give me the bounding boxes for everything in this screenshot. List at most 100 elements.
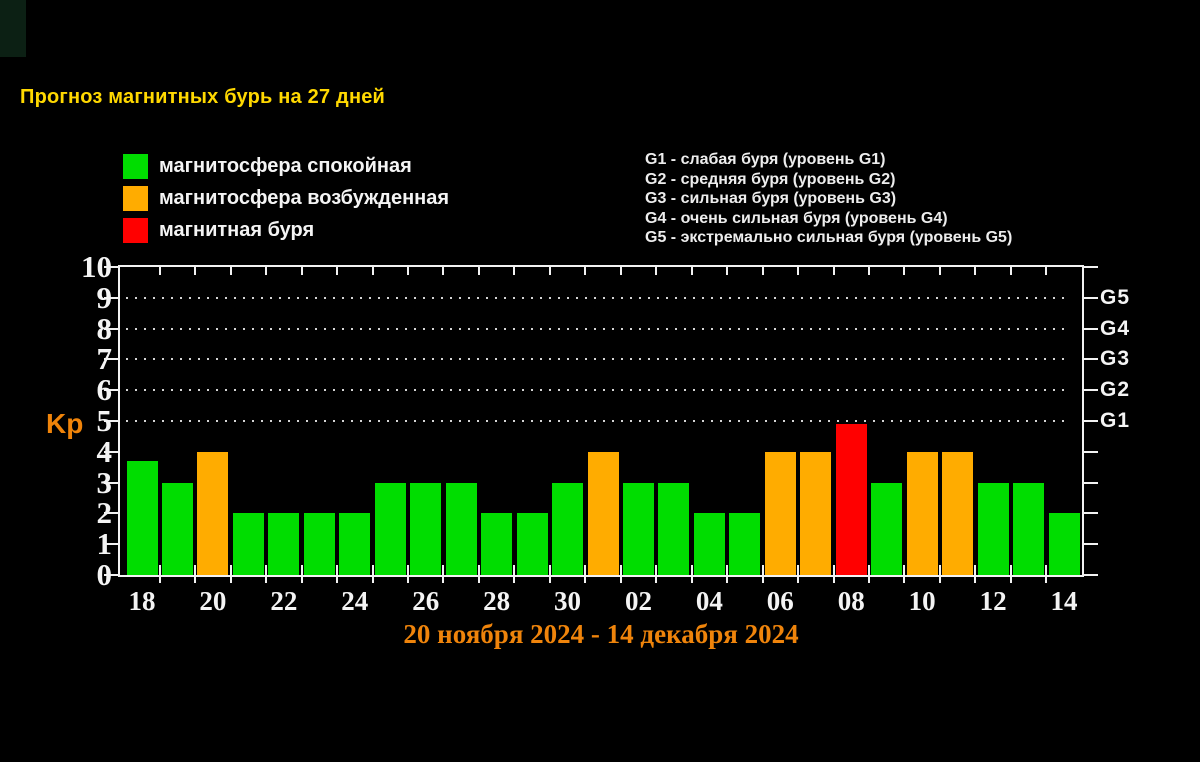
storm-scale-line: G1 - слабая буря (уровень G1) xyxy=(645,151,886,168)
x-tick-top xyxy=(1009,267,1012,275)
y-tick-right-7 xyxy=(1082,358,1098,361)
bar-day-24 xyxy=(339,513,371,575)
legend-swatch-storm xyxy=(123,218,148,243)
right-axis-label-G2: G2 xyxy=(1100,378,1131,402)
right-axis-label-G1: G1 xyxy=(1100,409,1131,432)
x-tick-bottom xyxy=(442,565,445,583)
bar-day-10 xyxy=(906,451,938,575)
x-tick-bottom xyxy=(974,565,977,583)
x-tick-bottom xyxy=(336,565,339,583)
x-tick-bottom xyxy=(1009,565,1012,583)
y-tick-left-2 xyxy=(104,512,120,515)
x-tick-bottom xyxy=(513,565,516,583)
x-tick-bottom xyxy=(1045,565,1048,583)
bar-day-07 xyxy=(800,451,832,575)
legend-swatch-quiet xyxy=(123,154,148,179)
y-tick-left-5 xyxy=(104,420,120,422)
x-tick-bottom xyxy=(406,565,409,583)
x-axis-label-14: 14 xyxy=(1050,586,1078,616)
x-tick-bottom xyxy=(832,565,835,583)
x-tick-bottom xyxy=(938,565,941,583)
x-tick-top xyxy=(336,267,339,275)
legend-item-label: магнитосфера возбужденная xyxy=(159,187,450,209)
legend-item: магнитная буря xyxy=(123,218,449,243)
x-tick-top xyxy=(761,267,764,275)
x-tick-top xyxy=(690,267,693,275)
bar-day-20 xyxy=(197,451,229,575)
y-axis-label-7: 7 xyxy=(96,341,113,377)
x-tick-top xyxy=(867,267,870,275)
bar-day-11 xyxy=(942,451,974,575)
y-axis-label-10: 10 xyxy=(81,249,112,284)
x-tick-top xyxy=(548,267,551,275)
bar-day-06 xyxy=(764,451,796,575)
bar-day-22 xyxy=(268,513,300,575)
x-tick-bottom xyxy=(371,565,374,583)
x-tick-bottom xyxy=(655,565,658,583)
y-tick-left-7 xyxy=(104,358,120,361)
y-axis-label-4: 4 xyxy=(96,433,113,469)
x-tick-top xyxy=(797,267,800,275)
x-tick-bottom xyxy=(867,565,870,583)
gridline-kp5 xyxy=(126,420,1066,422)
y-tick-left-4 xyxy=(104,450,120,453)
x-axis-label-28: 28 xyxy=(483,586,511,616)
x-tick-top xyxy=(726,267,729,275)
y-tick-right-2 xyxy=(1082,512,1098,515)
gridline-kp9 xyxy=(126,296,1066,299)
x-tick-top xyxy=(194,267,197,275)
y-tick-left-0 xyxy=(104,574,120,576)
gridline-kp7 xyxy=(126,358,1066,361)
y-axis-label-0: 0 xyxy=(96,557,113,592)
y-tick-right-6 xyxy=(1082,389,1098,392)
x-tick-top xyxy=(442,267,445,275)
x-tick-bottom xyxy=(903,565,906,583)
y-tick-left-8 xyxy=(104,327,120,330)
bar-day-26 xyxy=(410,482,442,575)
y-axis-label-3: 3 xyxy=(96,464,113,500)
x-tick-top xyxy=(584,267,587,275)
y-tick-left-1 xyxy=(104,543,120,546)
y-tick-right-3 xyxy=(1082,481,1098,484)
corner-artifact xyxy=(0,0,26,57)
storm-scale-line: G2 - средняя буря (уровень G2) xyxy=(645,170,896,188)
x-axis-label-30: 30 xyxy=(554,586,582,616)
x-tick-top xyxy=(1045,267,1048,275)
gridline-kp6 xyxy=(126,389,1066,392)
x-axis-label-18: 18 xyxy=(128,586,156,616)
x-axis-label-04: 04 xyxy=(695,586,723,616)
x-tick-top xyxy=(371,267,374,275)
bar-day-21 xyxy=(232,513,264,575)
x-axis-label-22: 22 xyxy=(270,586,298,616)
right-axis-label-G4: G4 xyxy=(1100,316,1131,340)
x-tick-top xyxy=(832,267,835,275)
y-axis-label-2: 2 xyxy=(96,495,113,531)
legend-item-label: магнитосфера спокойная xyxy=(159,155,412,177)
y-axis-label-6: 6 xyxy=(96,372,113,408)
x-tick-bottom xyxy=(584,565,587,583)
x-tick-bottom xyxy=(229,565,232,583)
right-axis-label-G3: G3 xyxy=(1100,347,1131,371)
x-tick-top xyxy=(477,267,480,275)
y-tick-right-4 xyxy=(1082,450,1098,453)
x-tick-top xyxy=(406,267,409,275)
x-tick-bottom xyxy=(548,565,551,583)
bar-day-05 xyxy=(729,513,761,575)
x-axis-label-02: 02 xyxy=(624,586,652,616)
y-tick-right-9 xyxy=(1082,296,1098,299)
bar-day-25 xyxy=(374,482,406,575)
x-axis-label-20: 20 xyxy=(199,586,227,616)
x-axis-label-10: 10 xyxy=(908,586,936,616)
storm-scale-line: G5 - экстремально сильная буря (уровень … xyxy=(645,229,1013,246)
storm-scale-line: G3 - сильная буря (уровень G3) xyxy=(645,190,897,207)
storm-scale-line: G4 - очень сильная буря (уровень G4) xyxy=(645,209,948,227)
y-tick-right-0 xyxy=(1082,574,1098,576)
bar-day-18 xyxy=(126,461,158,575)
x-tick-top xyxy=(974,267,977,275)
x-axis-label-12: 12 xyxy=(979,586,1007,616)
x-tick-top xyxy=(938,267,941,275)
y-axis-label-9: 9 xyxy=(96,279,113,315)
x-tick-bottom xyxy=(797,565,800,583)
y-tick-left-6 xyxy=(104,389,120,392)
